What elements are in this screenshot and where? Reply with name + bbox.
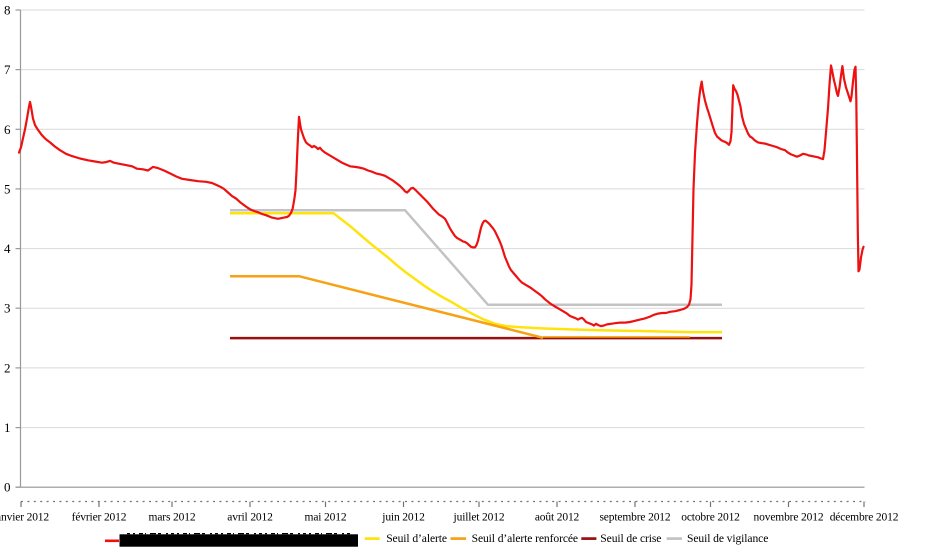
svg-text:Seuil d’alerte: Seuil d’alerte — [386, 532, 447, 545]
svg-text:3: 3 — [4, 301, 11, 316]
svg-text:Seuil de vigilance: Seuil de vigilance — [687, 532, 768, 545]
svg-text:Seuil d’alerte renforcée: Seuil d’alerte renforcée — [472, 532, 578, 545]
svg-text:juillet 2012: juillet 2012 — [453, 511, 505, 523]
svg-text:décembre 2012: décembre 2012 — [830, 511, 899, 523]
svg-text:octobre 2012: octobre 2012 — [681, 511, 740, 523]
svg-text:6: 6 — [4, 122, 11, 137]
svg-text:avril 2012: avril 2012 — [227, 511, 273, 523]
svg-text:février 2012: février 2012 — [72, 511, 127, 523]
svg-text:janvier 2012: janvier 2012 — [0, 511, 49, 523]
svg-text:8: 8 — [4, 3, 11, 18]
svg-text:4: 4 — [4, 241, 11, 256]
svg-text:7: 7 — [4, 62, 11, 77]
svg-text:1: 1 — [4, 420, 11, 435]
svg-text:juin 2012: juin 2012 — [381, 511, 425, 523]
svg-text:mai 2012: mai 2012 — [305, 511, 347, 523]
svg-text:septembre 2012: septembre 2012 — [599, 511, 670, 523]
svg-text:mars 2012: mars 2012 — [149, 511, 196, 523]
svg-text:0: 0 — [4, 480, 11, 495]
svg-text:5: 5 — [4, 181, 11, 196]
svg-text:novembre 2012: novembre 2012 — [754, 511, 824, 523]
svg-text:Seuil de crise: Seuil de crise — [600, 532, 661, 545]
svg-text:août 2012: août 2012 — [535, 511, 580, 523]
svg-text:2: 2 — [4, 360, 11, 375]
